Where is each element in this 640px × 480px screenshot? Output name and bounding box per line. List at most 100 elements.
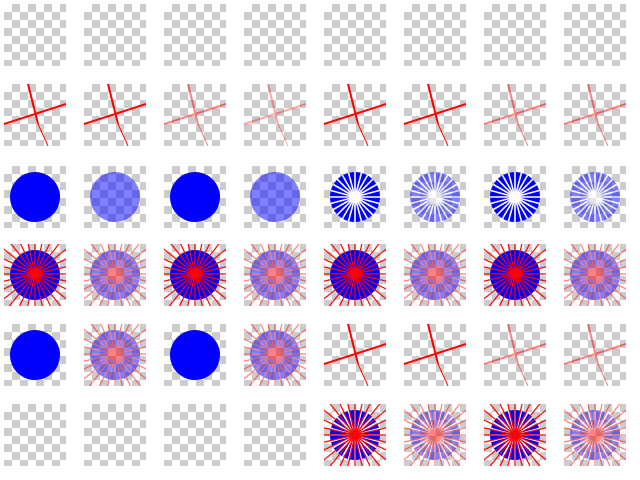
red-cross-lines bbox=[4, 84, 66, 146]
tile-graphic bbox=[404, 84, 466, 146]
tile-graphic bbox=[324, 244, 386, 306]
tile-circle-spokes-white bbox=[484, 166, 546, 228]
red-burst-lines bbox=[324, 404, 386, 466]
tile-circle bbox=[4, 166, 66, 228]
tile-circle-spokes-white-burst bbox=[564, 404, 626, 466]
tile-graphic bbox=[324, 324, 386, 386]
tile-empty bbox=[4, 404, 66, 466]
tile-circle-burst-red bbox=[244, 324, 306, 386]
tile-graphic bbox=[10, 172, 60, 222]
tile-graphic bbox=[4, 404, 66, 466]
tile-empty bbox=[164, 404, 226, 466]
tile-circle-spokes-white-burst bbox=[484, 404, 546, 466]
tile-graphic bbox=[164, 84, 226, 146]
red-cross-lines bbox=[404, 84, 466, 146]
tile-graphic bbox=[4, 244, 66, 306]
blue-circle bbox=[90, 172, 140, 222]
tile-empty bbox=[244, 404, 306, 466]
tile-graphic bbox=[564, 324, 626, 386]
tile-graphic bbox=[4, 4, 66, 66]
tile-graphic bbox=[564, 84, 626, 146]
tile-graphic bbox=[404, 244, 466, 306]
tile-graphic bbox=[484, 244, 546, 306]
tile-graphic bbox=[404, 404, 466, 466]
tile-graphic bbox=[84, 404, 146, 466]
tile-graphic bbox=[90, 172, 140, 222]
tile-circle-burst-red bbox=[564, 244, 626, 306]
tile-circle-spokes-white-burst bbox=[404, 404, 466, 466]
tile-graphic bbox=[164, 4, 226, 66]
tile-circle-burst-red bbox=[244, 244, 306, 306]
white-spokes bbox=[570, 172, 620, 222]
tile-cross bbox=[4, 84, 66, 146]
red-cross-lines bbox=[244, 84, 306, 146]
tile-cross bbox=[164, 84, 226, 146]
tile-circle-burst-red bbox=[84, 324, 146, 386]
tile-cross bbox=[84, 84, 146, 146]
tile-circle-burst-red bbox=[324, 244, 386, 306]
tile-graphic bbox=[244, 324, 306, 386]
red-burst-lines bbox=[84, 244, 146, 306]
tile-graphic bbox=[324, 84, 386, 146]
white-spokes bbox=[410, 172, 460, 222]
tile-circle-spokes-white bbox=[404, 166, 466, 228]
red-burst-lines bbox=[404, 244, 466, 306]
red-burst-lines bbox=[84, 324, 146, 386]
tile-circle bbox=[84, 166, 146, 228]
tile-empty bbox=[484, 4, 546, 66]
red-burst-lines bbox=[324, 244, 386, 306]
tile-circle bbox=[244, 166, 306, 228]
tile-graphic bbox=[564, 4, 626, 66]
tile-graphic bbox=[570, 172, 620, 222]
tile-circle-burst-red bbox=[404, 244, 466, 306]
tile-cross bbox=[404, 324, 466, 386]
red-burst-lines bbox=[484, 404, 546, 466]
tile-circle-burst-red bbox=[4, 244, 66, 306]
tile-empty bbox=[244, 4, 306, 66]
tile-cross bbox=[324, 324, 386, 386]
tile-empty bbox=[564, 4, 626, 66]
tile-cross bbox=[484, 324, 546, 386]
tile-graphic bbox=[170, 172, 220, 222]
red-burst-lines bbox=[404, 404, 466, 466]
tile-empty bbox=[324, 4, 386, 66]
tile-empty bbox=[84, 404, 146, 466]
red-cross-lines bbox=[324, 324, 386, 386]
tile-circle-burst-red bbox=[164, 244, 226, 306]
tile-empty bbox=[164, 4, 226, 66]
red-cross-lines bbox=[564, 324, 626, 386]
tile-graphic bbox=[4, 84, 66, 146]
tile-empty bbox=[4, 4, 66, 66]
tile-graphic bbox=[564, 404, 626, 466]
red-cross-lines bbox=[404, 324, 466, 386]
red-cross-lines bbox=[324, 84, 386, 146]
red-cross-lines bbox=[484, 324, 546, 386]
tile-circle-spokes-white bbox=[324, 166, 386, 228]
tile-graphic bbox=[10, 330, 60, 380]
red-burst-lines bbox=[244, 244, 306, 306]
red-burst-lines bbox=[164, 244, 226, 306]
tile-graphic bbox=[330, 172, 380, 222]
tile-cross bbox=[564, 324, 626, 386]
tile-empty bbox=[404, 4, 466, 66]
tile-graphic bbox=[410, 172, 460, 222]
tile-circle-spokes-white bbox=[564, 166, 626, 228]
tile-graphic bbox=[170, 330, 220, 380]
red-cross-lines bbox=[484, 84, 546, 146]
tile-graphic bbox=[324, 4, 386, 66]
white-spokes bbox=[330, 172, 380, 222]
tile-cross bbox=[244, 84, 306, 146]
tile-graphic bbox=[244, 244, 306, 306]
tile-graphic bbox=[84, 244, 146, 306]
tile-graphic bbox=[484, 404, 546, 466]
tile-circle-spokes-white-burst bbox=[324, 404, 386, 466]
tile-graphic bbox=[244, 4, 306, 66]
tile-graphic bbox=[84, 84, 146, 146]
tile-cross bbox=[564, 84, 626, 146]
tile-cross bbox=[324, 84, 386, 146]
tile-circle-burst-red bbox=[484, 244, 546, 306]
red-cross-lines bbox=[164, 84, 226, 146]
tile-graphic bbox=[164, 404, 226, 466]
tile-circle bbox=[164, 324, 226, 386]
